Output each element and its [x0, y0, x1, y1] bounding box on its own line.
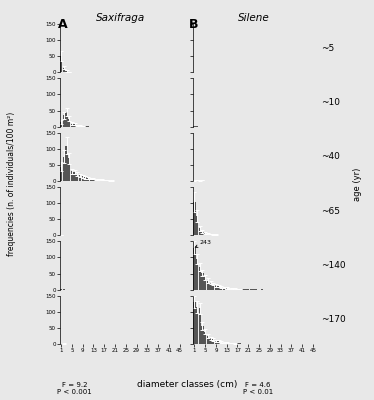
Text: 243: 243 [195, 240, 211, 247]
Text: ~5: ~5 [321, 44, 335, 53]
Title: Saxifraga: Saxifraga [96, 13, 145, 23]
Title: Silene: Silene [238, 13, 270, 23]
Bar [111, 180, 113, 181]
Bar [106, 180, 108, 181]
Bar [223, 342, 225, 344]
Bar [201, 180, 203, 181]
Bar [196, 180, 198, 181]
Bar [220, 287, 223, 290]
Bar [223, 288, 225, 290]
Bar [207, 336, 209, 344]
Bar [234, 343, 236, 344]
Bar [212, 284, 214, 290]
Bar [82, 126, 84, 127]
Bar [193, 180, 196, 181]
Bar [79, 175, 81, 181]
Text: ~65: ~65 [321, 207, 340, 216]
Bar [199, 267, 201, 290]
Bar [209, 282, 212, 290]
Bar [207, 234, 209, 235]
Text: frequencies (n. of individuals/100 m²): frequencies (n. of individuals/100 m²) [7, 112, 16, 256]
Text: ~10: ~10 [321, 98, 340, 107]
Bar [199, 308, 201, 344]
Bar [76, 125, 79, 127]
Bar [209, 234, 212, 235]
Bar [196, 259, 198, 290]
Bar [100, 180, 103, 181]
Bar [87, 178, 89, 181]
Text: B: B [189, 18, 198, 31]
Bar [239, 289, 241, 290]
Bar [60, 56, 62, 72]
Text: diameter classes (cm): diameter classes (cm) [137, 380, 237, 389]
Bar [228, 288, 230, 290]
Bar [215, 286, 217, 290]
Bar [90, 178, 92, 181]
Bar [108, 180, 111, 181]
Text: ~170: ~170 [321, 315, 346, 324]
Bar [231, 289, 233, 290]
Bar [98, 180, 100, 181]
Bar [209, 338, 212, 344]
Bar [204, 233, 206, 235]
Bar [212, 234, 214, 235]
Bar [239, 343, 241, 344]
Bar [217, 286, 220, 290]
Bar [226, 288, 228, 290]
Bar [65, 146, 68, 181]
Bar [207, 281, 209, 290]
Bar [65, 112, 68, 127]
Bar [79, 126, 81, 127]
Bar [71, 124, 73, 127]
Bar [212, 340, 214, 344]
Bar [71, 171, 73, 181]
Bar [68, 119, 70, 127]
Bar [236, 343, 239, 344]
Bar [68, 158, 70, 181]
Bar [231, 343, 233, 344]
Bar [95, 180, 97, 181]
Bar [60, 166, 62, 181]
Bar [220, 342, 223, 344]
Bar [242, 289, 244, 290]
Bar [76, 174, 79, 181]
Text: age (yr): age (yr) [353, 167, 362, 201]
Bar [226, 343, 228, 344]
Text: ~40: ~40 [321, 152, 340, 161]
Bar [199, 228, 201, 235]
Bar [82, 176, 84, 181]
Bar [92, 179, 95, 181]
Bar [60, 122, 62, 127]
Text: F = 4.6
P < 0.01: F = 4.6 P < 0.01 [243, 382, 273, 395]
Text: A: A [58, 18, 68, 31]
Bar [193, 248, 196, 290]
Bar [201, 326, 203, 344]
Bar [74, 124, 76, 127]
Bar [63, 343, 65, 344]
Bar [63, 157, 65, 181]
Bar [63, 116, 65, 127]
Bar [201, 232, 203, 235]
Text: F = 9.2
P < 0.001: F = 9.2 P < 0.001 [58, 382, 92, 395]
Bar [204, 332, 206, 344]
Bar [74, 172, 76, 181]
Bar [196, 216, 198, 235]
Bar [84, 177, 86, 181]
Bar [236, 289, 239, 290]
Text: ~140: ~140 [321, 261, 346, 270]
Bar [63, 68, 65, 72]
Bar [65, 71, 68, 72]
Bar [193, 302, 196, 344]
Bar [201, 273, 203, 290]
Bar [228, 343, 230, 344]
Bar [196, 307, 198, 344]
Bar [234, 289, 236, 290]
Bar [204, 278, 206, 290]
Bar [215, 341, 217, 344]
Bar [193, 202, 196, 235]
Bar [217, 342, 220, 344]
Bar [199, 180, 201, 181]
Bar [103, 180, 105, 181]
